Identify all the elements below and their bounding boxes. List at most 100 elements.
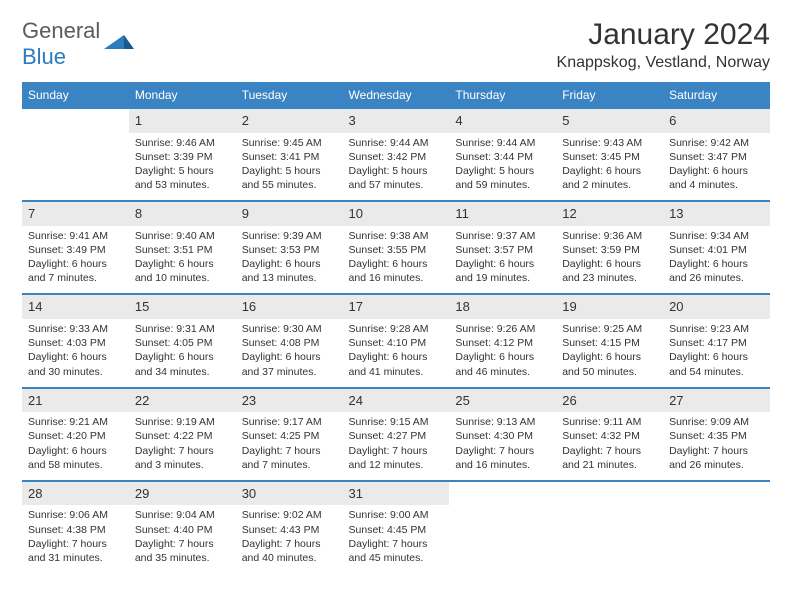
day-cell: 14Sunrise: 9:33 AMSunset: 4:03 PMDayligh… xyxy=(22,294,129,387)
sunrise-text: Sunrise: 9:02 AM xyxy=(242,508,337,522)
day-cell: 5Sunrise: 9:43 AMSunset: 3:45 PMDaylight… xyxy=(556,108,663,201)
sunset-text: Sunset: 4:15 PM xyxy=(562,336,657,350)
day-number: 9 xyxy=(236,202,343,226)
day-cell: 6Sunrise: 9:42 AMSunset: 3:47 PMDaylight… xyxy=(663,108,770,201)
day-number: 25 xyxy=(449,389,556,413)
week-row: 21Sunrise: 9:21 AMSunset: 4:20 PMDayligh… xyxy=(22,388,770,481)
sunset-text: Sunset: 4:20 PM xyxy=(28,429,123,443)
sunrise-text: Sunrise: 9:26 AM xyxy=(455,322,550,336)
day-cell xyxy=(22,108,129,201)
sunset-text: Sunset: 3:42 PM xyxy=(349,150,444,164)
daylight-text: Daylight: 5 hours and 57 minutes. xyxy=(349,164,444,192)
sunset-text: Sunset: 4:35 PM xyxy=(669,429,764,443)
sunrise-text: Sunrise: 9:33 AM xyxy=(28,322,123,336)
sunset-text: Sunset: 4:10 PM xyxy=(349,336,444,350)
day-cell: 21Sunrise: 9:21 AMSunset: 4:20 PMDayligh… xyxy=(22,388,129,481)
sunset-text: Sunset: 3:53 PM xyxy=(242,243,337,257)
sunrise-text: Sunrise: 9:38 AM xyxy=(349,229,444,243)
sunset-text: Sunset: 4:03 PM xyxy=(28,336,123,350)
day-cell: 3 Sunrise: 9:44 AMSunset: 3:42 PMDaylight… xyxy=(343,108,450,201)
month-title: January 2024 xyxy=(557,18,770,52)
day-number: 14 xyxy=(22,295,129,319)
day-number: 30 xyxy=(236,482,343,506)
daylight-text: Daylight: 6 hours and 7 minutes. xyxy=(28,257,123,285)
sunrise-text: Sunrise: 9:46 AM xyxy=(135,136,230,150)
daylight-text: Daylight: 6 hours and 2 minutes. xyxy=(562,164,657,192)
daylight-text: Daylight: 7 hours and 26 minutes. xyxy=(669,444,764,472)
sunrise-text: Sunrise: 9:25 AM xyxy=(562,322,657,336)
daylight-text: Daylight: 5 hours and 59 minutes. xyxy=(455,164,550,192)
sunset-text: Sunset: 3:45 PM xyxy=(562,150,657,164)
day-cell: 17Sunrise: 9:28 AMSunset: 4:10 PMDayligh… xyxy=(343,294,450,387)
day-cell xyxy=(556,481,663,573)
day-cell: 2Sunrise: 9:45 AMSunset: 3:41 PMDaylight… xyxy=(236,108,343,201)
daylight-text: Daylight: 7 hours and 40 minutes. xyxy=(242,537,337,565)
day-number: 3 xyxy=(343,109,450,133)
week-row: 28Sunrise: 9:06 AMSunset: 4:38 PMDayligh… xyxy=(22,481,770,573)
sunrise-text: Sunrise: 9:39 AM xyxy=(242,229,337,243)
daylight-text: Daylight: 6 hours and 19 minutes. xyxy=(455,257,550,285)
day-cell: 28Sunrise: 9:06 AMSunset: 4:38 PMDayligh… xyxy=(22,481,129,573)
sunrise-text: Sunrise: 9:41 AM xyxy=(28,229,123,243)
day-cell: 19Sunrise: 9:25 AMSunset: 4:15 PMDayligh… xyxy=(556,294,663,387)
sunset-text: Sunset: 4:01 PM xyxy=(669,243,764,257)
dayhead-wed: Wednesday xyxy=(343,83,450,109)
day-cell: 15Sunrise: 9:31 AMSunset: 4:05 PMDayligh… xyxy=(129,294,236,387)
sunrise-text: Sunrise: 9:42 AM xyxy=(669,136,764,150)
day-number: 22 xyxy=(129,389,236,413)
sunset-text: Sunset: 4:43 PM xyxy=(242,523,337,537)
calendar-table: Sunday Monday Tuesday Wednesday Thursday… xyxy=(22,82,770,573)
sunrise-text: Sunrise: 9:30 AM xyxy=(242,322,337,336)
day-cell: 7Sunrise: 9:41 AMSunset: 3:49 PMDaylight… xyxy=(22,201,129,294)
sunrise-text: Sunrise: 9:40 AM xyxy=(135,229,230,243)
page-header: General Blue January 2024 Knappskog, Ves… xyxy=(22,18,770,72)
day-cell: 11Sunrise: 9:37 AMSunset: 3:57 PMDayligh… xyxy=(449,201,556,294)
daylight-text: Daylight: 6 hours and 46 minutes. xyxy=(455,350,550,378)
sunrise-text: Sunrise: 9:04 AM xyxy=(135,508,230,522)
daylight-text: Daylight: 6 hours and 41 minutes. xyxy=(349,350,444,378)
day-cell: 26Sunrise: 9:11 AMSunset: 4:32 PMDayligh… xyxy=(556,388,663,481)
dayhead-mon: Monday xyxy=(129,83,236,109)
sunrise-text: Sunrise: 9:23 AM xyxy=(669,322,764,336)
daylight-text: Daylight: 6 hours and 13 minutes. xyxy=(242,257,337,285)
daylight-text: Daylight: 6 hours and 16 minutes. xyxy=(349,257,444,285)
daylight-text: Daylight: 6 hours and 58 minutes. xyxy=(28,444,123,472)
day-cell: 29Sunrise: 9:04 AMSunset: 4:40 PMDayligh… xyxy=(129,481,236,573)
daylight-text: Daylight: 7 hours and 7 minutes. xyxy=(242,444,337,472)
day-number: 8 xyxy=(129,202,236,226)
sunset-text: Sunset: 4:30 PM xyxy=(455,429,550,443)
day-cell: 4Sunrise: 9:44 AMSunset: 3:44 PMDaylight… xyxy=(449,108,556,201)
day-cell: 25Sunrise: 9:13 AMSunset: 4:30 PMDayligh… xyxy=(449,388,556,481)
day-cell: 12Sunrise: 9:36 AMSunset: 3:59 PMDayligh… xyxy=(556,201,663,294)
day-cell: 23Sunrise: 9:17 AMSunset: 4:25 PMDayligh… xyxy=(236,388,343,481)
sunrise-text: Sunrise: 9:43 AM xyxy=(562,136,657,150)
day-cell: 8Sunrise: 9:40 AMSunset: 3:51 PMDaylight… xyxy=(129,201,236,294)
day-number: 18 xyxy=(449,295,556,319)
sunrise-text: Sunrise: 9:17 AM xyxy=(242,415,337,429)
sunset-text: Sunset: 4:05 PM xyxy=(135,336,230,350)
sunrise-text: Sunrise: 9:44 AM xyxy=(349,136,444,150)
logo: General Blue xyxy=(22,18,134,70)
day-number: 26 xyxy=(556,389,663,413)
sunset-text: Sunset: 4:38 PM xyxy=(28,523,123,537)
sunrise-text: Sunrise: 9:00 AM xyxy=(349,508,444,522)
day-cell: 30 Sunrise: 9:02 AMSunset: 4:43 PMDayligh… xyxy=(236,481,343,573)
sunrise-text: Sunrise: 9:19 AM xyxy=(135,415,230,429)
daylight-text: Daylight: 6 hours and 50 minutes. xyxy=(562,350,657,378)
day-number: 4 xyxy=(449,109,556,133)
day-number: 29 xyxy=(129,482,236,506)
logo-text-blue: Blue xyxy=(22,44,66,69)
dayhead-fri: Friday xyxy=(556,83,663,109)
sunrise-text: Sunrise: 9:06 AM xyxy=(28,508,123,522)
sunset-text: Sunset: 4:12 PM xyxy=(455,336,550,350)
day-number: 2 xyxy=(236,109,343,133)
sunrise-text: Sunrise: 9:45 AM xyxy=(242,136,337,150)
day-number: 6 xyxy=(663,109,770,133)
daylight-text: Daylight: 6 hours and 23 minutes. xyxy=(562,257,657,285)
day-cell: 24Sunrise: 9:15 AMSunset: 4:27 PMDayligh… xyxy=(343,388,450,481)
daylight-text: Daylight: 7 hours and 3 minutes. xyxy=(135,444,230,472)
sunrise-text: Sunrise: 9:37 AM xyxy=(455,229,550,243)
sunrise-text: Sunrise: 9:21 AM xyxy=(28,415,123,429)
sunset-text: Sunset: 4:32 PM xyxy=(562,429,657,443)
sunrise-text: Sunrise: 9:09 AM xyxy=(669,415,764,429)
